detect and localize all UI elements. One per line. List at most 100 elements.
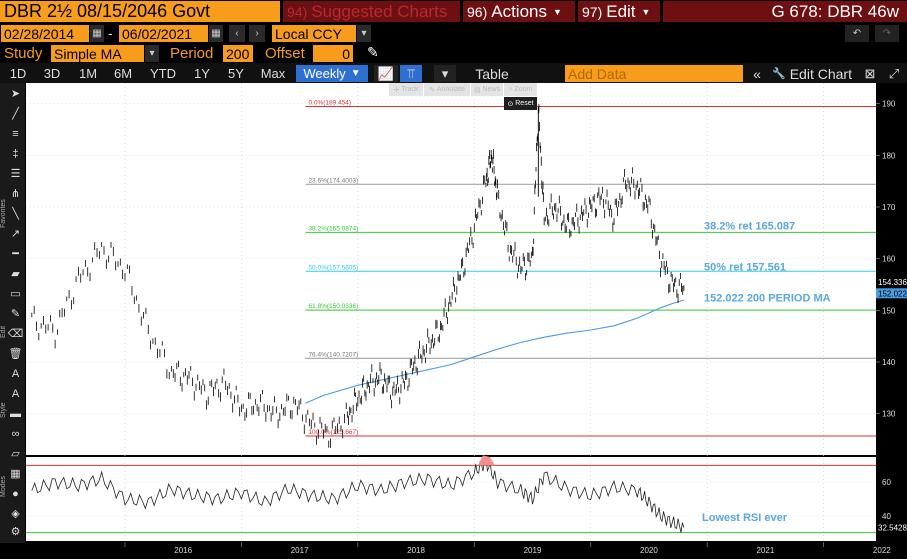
x-axis-band <box>26 542 876 559</box>
security-title[interactable]: DBR 2½ 08/15/2046 Govt <box>0 1 280 22</box>
arrow-icon[interactable]: ↗ <box>10 228 21 240</box>
pen-icon[interactable]: ✎ <box>10 308 21 320</box>
fibonacci-levels: 0.0%(189.454) 23.6%(174.4003) 38.2%(165.08… <box>305 99 876 437</box>
calendar-icon[interactable]: ▦ <box>209 25 223 42</box>
start-date-field[interactable]: 02/28/2014 <box>1 25 89 42</box>
pencil-icon[interactable]: ✎ <box>367 44 379 60</box>
offset-input[interactable]: 0 <box>313 45 353 62</box>
bar-chart-icon[interactable]: ⫪ <box>400 65 422 82</box>
annotate-label: Annotate <box>436 86 465 93</box>
chevron-right-icon[interactable]: › <box>249 25 265 42</box>
edit-num: 97) <box>582 3 603 20</box>
redo-icon[interactable]: ↷ <box>875 25 899 42</box>
ray-icon[interactable]: ╲ <box>12 208 19 220</box>
pitchfork-icon[interactable]: ⋔ <box>10 188 21 200</box>
link-icon[interactable]: ∞ <box>11 427 20 440</box>
range-1m[interactable]: 1M <box>78 66 98 81</box>
track-tool[interactable]: ✛ Track <box>389 83 423 96</box>
range-1y[interactable]: 1Y <box>194 66 210 81</box>
grid-icon[interactable]: ▦ <box>10 468 21 480</box>
text-icon[interactable]: A <box>11 367 20 380</box>
shape-icon[interactable]: ▭ <box>10 288 21 300</box>
price-badge-label: 154.336 <box>878 278 907 287</box>
reset-button[interactable]: ⊙ Reset <box>504 97 537 110</box>
range-5y[interactable]: 5Y <box>228 66 244 81</box>
fib-level-label: 61.8%(150.0336) <box>308 303 358 310</box>
ruler-icon[interactable]: ▱ <box>11 448 20 460</box>
price-badge <box>876 276 907 287</box>
fib-level-label: 100.0%(125.667) <box>308 429 358 436</box>
range-max[interactable]: Max <box>260 66 286 81</box>
chart-annotation: 152.022 200 PERIOD MA <box>704 292 831 304</box>
rsi-tick-label: 60 <box>882 478 891 487</box>
news-label: News <box>482 86 501 93</box>
gear-icon[interactable]: ⚙ <box>10 526 21 538</box>
suggested-label: Suggested Charts <box>311 1 448 21</box>
period-input[interactable]: 200 <box>223 45 253 62</box>
layers-icon[interactable]: ▰ <box>11 268 20 280</box>
line-tool-icon[interactable]: ╱ <box>12 108 19 120</box>
multi-line-icon[interactable]: ≡ <box>12 127 19 140</box>
range-ytd[interactable]: YTD <box>150 66 176 81</box>
offset-label: Offset <box>265 45 305 62</box>
period-label: Period <box>170 45 214 62</box>
suggested-charts-button[interactable]: 94) Suggested Charts <box>283 1 460 22</box>
table-button[interactable]: Table <box>475 65 509 82</box>
collapse-icon[interactable]: « <box>753 65 761 82</box>
caret-down-icon[interactable]: ▾ <box>145 45 159 62</box>
x-tick-label: 2020 <box>640 546 658 555</box>
end-date-field[interactable]: 06/02/2021 <box>119 25 208 42</box>
chevron-left-icon[interactable]: ‹ <box>229 25 245 42</box>
expand-icon[interactable]: ⤢ <box>888 65 900 81</box>
main-plot-area <box>26 83 876 455</box>
edit-chart-button[interactable]: 🔧 Edit Chart <box>768 65 856 82</box>
zoom-label: Zoom <box>514 86 533 93</box>
horizontal-line-icon[interactable]: ━ <box>12 248 19 260</box>
undo-icon[interactable]: ↶ <box>845 25 869 42</box>
font-style-icon[interactable]: A <box>11 387 20 400</box>
colors-icon[interactable]: ● <box>12 487 19 500</box>
edit-menu[interactable]: 97) Edit ▼ <box>578 1 660 22</box>
study-select[interactable]: Simple MA <box>51 45 144 62</box>
y-tick-label: 140 <box>882 358 896 367</box>
channel-icon[interactable]: ☰ <box>10 168 21 180</box>
caret-down-icon[interactable]: ▾ <box>434 65 456 82</box>
actions-menu[interactable]: 96) Actions ▼ <box>463 1 575 22</box>
y-tick-label: 170 <box>882 203 896 212</box>
caret-down-icon: ▼ <box>350 68 361 79</box>
x-tick-label: 2021 <box>756 546 774 555</box>
rsi-overbought-fill <box>477 455 495 466</box>
currency-select[interactable]: Local CCY <box>272 25 356 42</box>
date-bar: 02/28/2014 ▦ - 06/02/2021 ▦ ‹ › Local CC… <box>0 23 907 43</box>
magnet-icon[interactable]: ◈ <box>11 508 20 520</box>
rsi-series <box>26 455 876 534</box>
y-tick-label: 190 <box>882 100 896 109</box>
rsi-badge-label: 32.5428 <box>878 524 907 533</box>
cursor-icon[interactable]: ➤ <box>10 88 21 100</box>
price-chart[interactable]: 0.0%(189.454) 23.6%(174.4003) 38.2%(165.08… <box>0 83 907 559</box>
calendar-icon[interactable]: ▦ <box>90 25 104 42</box>
news-tool[interactable]: ▤ News <box>471 83 503 96</box>
annotate-tool[interactable]: ✎ Annotate <box>424 83 470 96</box>
study-label: Study <box>4 45 43 62</box>
x-tick-label: 2016 <box>174 546 192 555</box>
frequency-select[interactable]: Weekly ▼ <box>296 65 368 82</box>
y-tick-label: 130 <box>882 410 896 419</box>
actions-num: 96) <box>467 3 488 20</box>
fib-level-label: 23.6%(174.4003) <box>308 177 358 184</box>
actions-label: Actions <box>491 1 547 21</box>
eraser-icon[interactable]: ⌫ <box>7 328 24 340</box>
range-6m[interactable]: 6M <box>113 66 133 81</box>
zoom-tool[interactable]: ⌕ Zoom <box>504 83 537 96</box>
trash-icon[interactable]: 🗑 <box>8 348 23 360</box>
add-data-input[interactable]: Add Data <box>565 65 743 82</box>
y-axis: 130 140 150 160 170 180 190 40 60 154.336 152.022 3… <box>876 100 907 533</box>
range-3d[interactable]: 3D <box>43 66 61 81</box>
edit-label: Edit <box>0 325 7 338</box>
caret-down-icon[interactable]: ▾ <box>357 25 371 42</box>
fib-tool-icon[interactable]: ‡ <box>12 147 19 160</box>
chart-settings-icon[interactable]: ⊠ <box>864 65 876 81</box>
line-chart-icon[interactable]: 📈 <box>374 65 398 82</box>
range-1d[interactable]: 1D <box>9 66 27 81</box>
highlight-icon[interactable]: ▬ <box>10 407 21 420</box>
